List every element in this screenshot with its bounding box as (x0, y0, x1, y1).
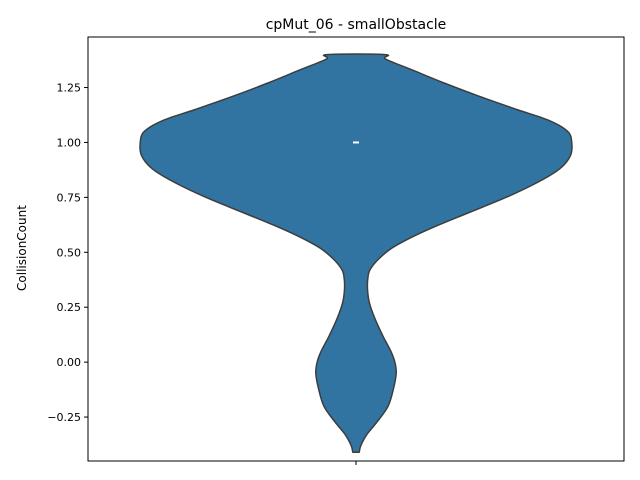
violin-body (139, 53, 573, 453)
y-tick-label: 0.50 (57, 246, 82, 259)
y-tick-label: 0.25 (57, 301, 82, 314)
y-tick-label: −0.25 (47, 411, 81, 424)
chart-title: cpMut_06 - smallObstacle (266, 17, 447, 33)
y-tick-label: 1.00 (57, 136, 82, 149)
y-axis-label: CollisionCount (15, 205, 29, 291)
y-tick-label: 0.00 (57, 356, 82, 369)
y-tick-label: 1.25 (57, 82, 82, 95)
y-tick-label: 0.75 (57, 191, 82, 204)
plot-frame (87, 36, 625, 462)
